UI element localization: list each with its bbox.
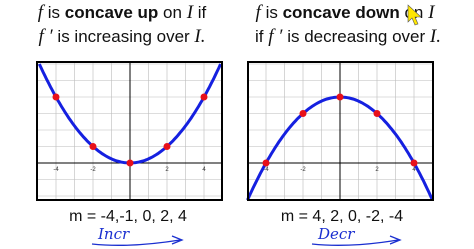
left-heading: f is concave up on I if bbox=[38, 2, 207, 24]
symbol: f bbox=[37, 2, 44, 23]
tick-label: 2 bbox=[375, 167, 379, 173]
symbol: f bbox=[255, 2, 261, 23]
point bbox=[163, 143, 171, 150]
symbol: f ′ bbox=[38, 26, 53, 47]
slopes: m = -4,-1, 0, 2, 4 bbox=[69, 208, 187, 225]
text: is bbox=[47, 3, 61, 22]
handwritten-note: Decr bbox=[318, 225, 355, 243]
point bbox=[410, 159, 418, 167]
tick-label: 4 bbox=[202, 167, 206, 173]
symbol: I. bbox=[194, 26, 206, 47]
left-subheading: f ′ is increasing over I. bbox=[38, 26, 205, 48]
tick-label: 2 bbox=[165, 167, 169, 173]
text: if bbox=[255, 27, 264, 46]
tick-label: 4 bbox=[412, 167, 416, 173]
point bbox=[262, 159, 270, 167]
text: on bbox=[163, 3, 182, 22]
tick-label: -4 bbox=[53, 167, 59, 173]
text: concave down bbox=[282, 3, 400, 22]
text: is decreasing over bbox=[287, 27, 426, 46]
handwritten-note: Incr bbox=[98, 225, 130, 243]
text: is increasing over bbox=[57, 27, 190, 46]
text: concave up bbox=[64, 3, 159, 22]
symbol: I. bbox=[429, 26, 441, 47]
tick-label: -2 bbox=[300, 167, 306, 173]
right-subheading: if f ′ is decreasing over I. bbox=[255, 26, 441, 48]
tick-label: -4 bbox=[263, 167, 269, 173]
slopes: m = 4, 2, 0, -2, -4 bbox=[280, 208, 404, 225]
point bbox=[336, 93, 344, 101]
text: if bbox=[197, 3, 207, 22]
symbol: f ′ bbox=[268, 26, 283, 47]
point bbox=[299, 110, 307, 117]
symbol: I bbox=[186, 2, 194, 23]
graph-frame bbox=[247, 61, 434, 201]
point bbox=[126, 159, 134, 167]
symbol: I bbox=[428, 2, 435, 23]
tick-label: -2 bbox=[90, 167, 96, 173]
text: is bbox=[265, 3, 278, 22]
graph-frame bbox=[36, 61, 223, 201]
point bbox=[52, 93, 60, 101]
point bbox=[89, 143, 97, 150]
arrow bbox=[91, 235, 184, 246]
cursor bbox=[407, 4, 422, 26]
arrow bbox=[311, 235, 402, 246]
point bbox=[200, 93, 208, 101]
point bbox=[373, 110, 381, 117]
